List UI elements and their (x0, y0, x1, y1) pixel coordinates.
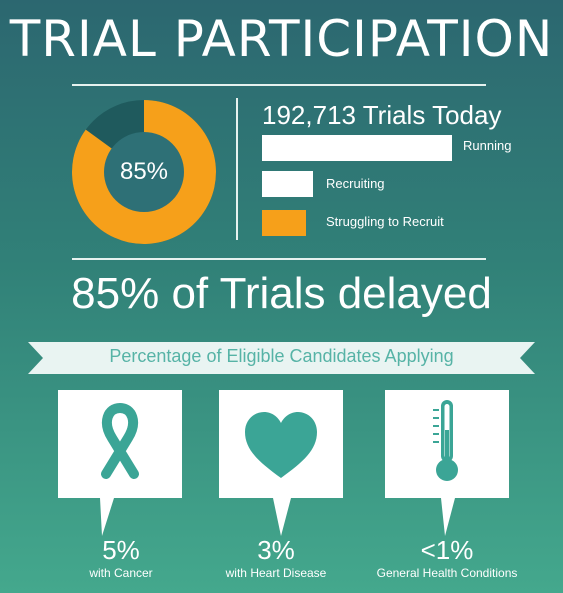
cancer-stat-label: with Cancer (89, 566, 153, 580)
heart-stat-label: with Heart Disease (225, 566, 327, 580)
heart-icon (245, 412, 317, 478)
struggling-bar (262, 210, 306, 236)
vertical-divider (236, 98, 238, 240)
middle-divider (72, 258, 486, 260)
thermometer-card (385, 390, 509, 536)
cancer-card (58, 390, 182, 536)
donut-percent-label: 85% (119, 158, 169, 185)
running-label: Running (463, 138, 512, 153)
page-title: TRIAL PARTICIPATION (9, 10, 554, 68)
section-ribbon-text: Percentage of Eligible Candidates Applyi… (109, 346, 454, 366)
cancer-stat-value: 5% (102, 535, 140, 565)
thermometer-icon (433, 400, 458, 481)
top-divider (72, 84, 486, 86)
recruiting-label: Recruiting (326, 176, 385, 191)
struggling-label: Struggling to Recruit (326, 214, 444, 229)
heart-stat-value: 3% (257, 535, 295, 565)
health-stat-label: General Health Conditions (376, 566, 518, 580)
heart-card (219, 390, 343, 536)
delayed-headline: 85% of Trials delayed (71, 269, 492, 318)
recruiting-bar (262, 171, 313, 197)
donut-hole (104, 132, 184, 212)
ribbon-icon (101, 403, 139, 479)
running-bar (262, 135, 452, 161)
section-ribbon (28, 342, 535, 374)
trials-today-count: 192,713 Trials Today (262, 100, 502, 130)
delayed-donut-chart (72, 100, 216, 244)
health-stat-value: <1% (420, 535, 474, 565)
